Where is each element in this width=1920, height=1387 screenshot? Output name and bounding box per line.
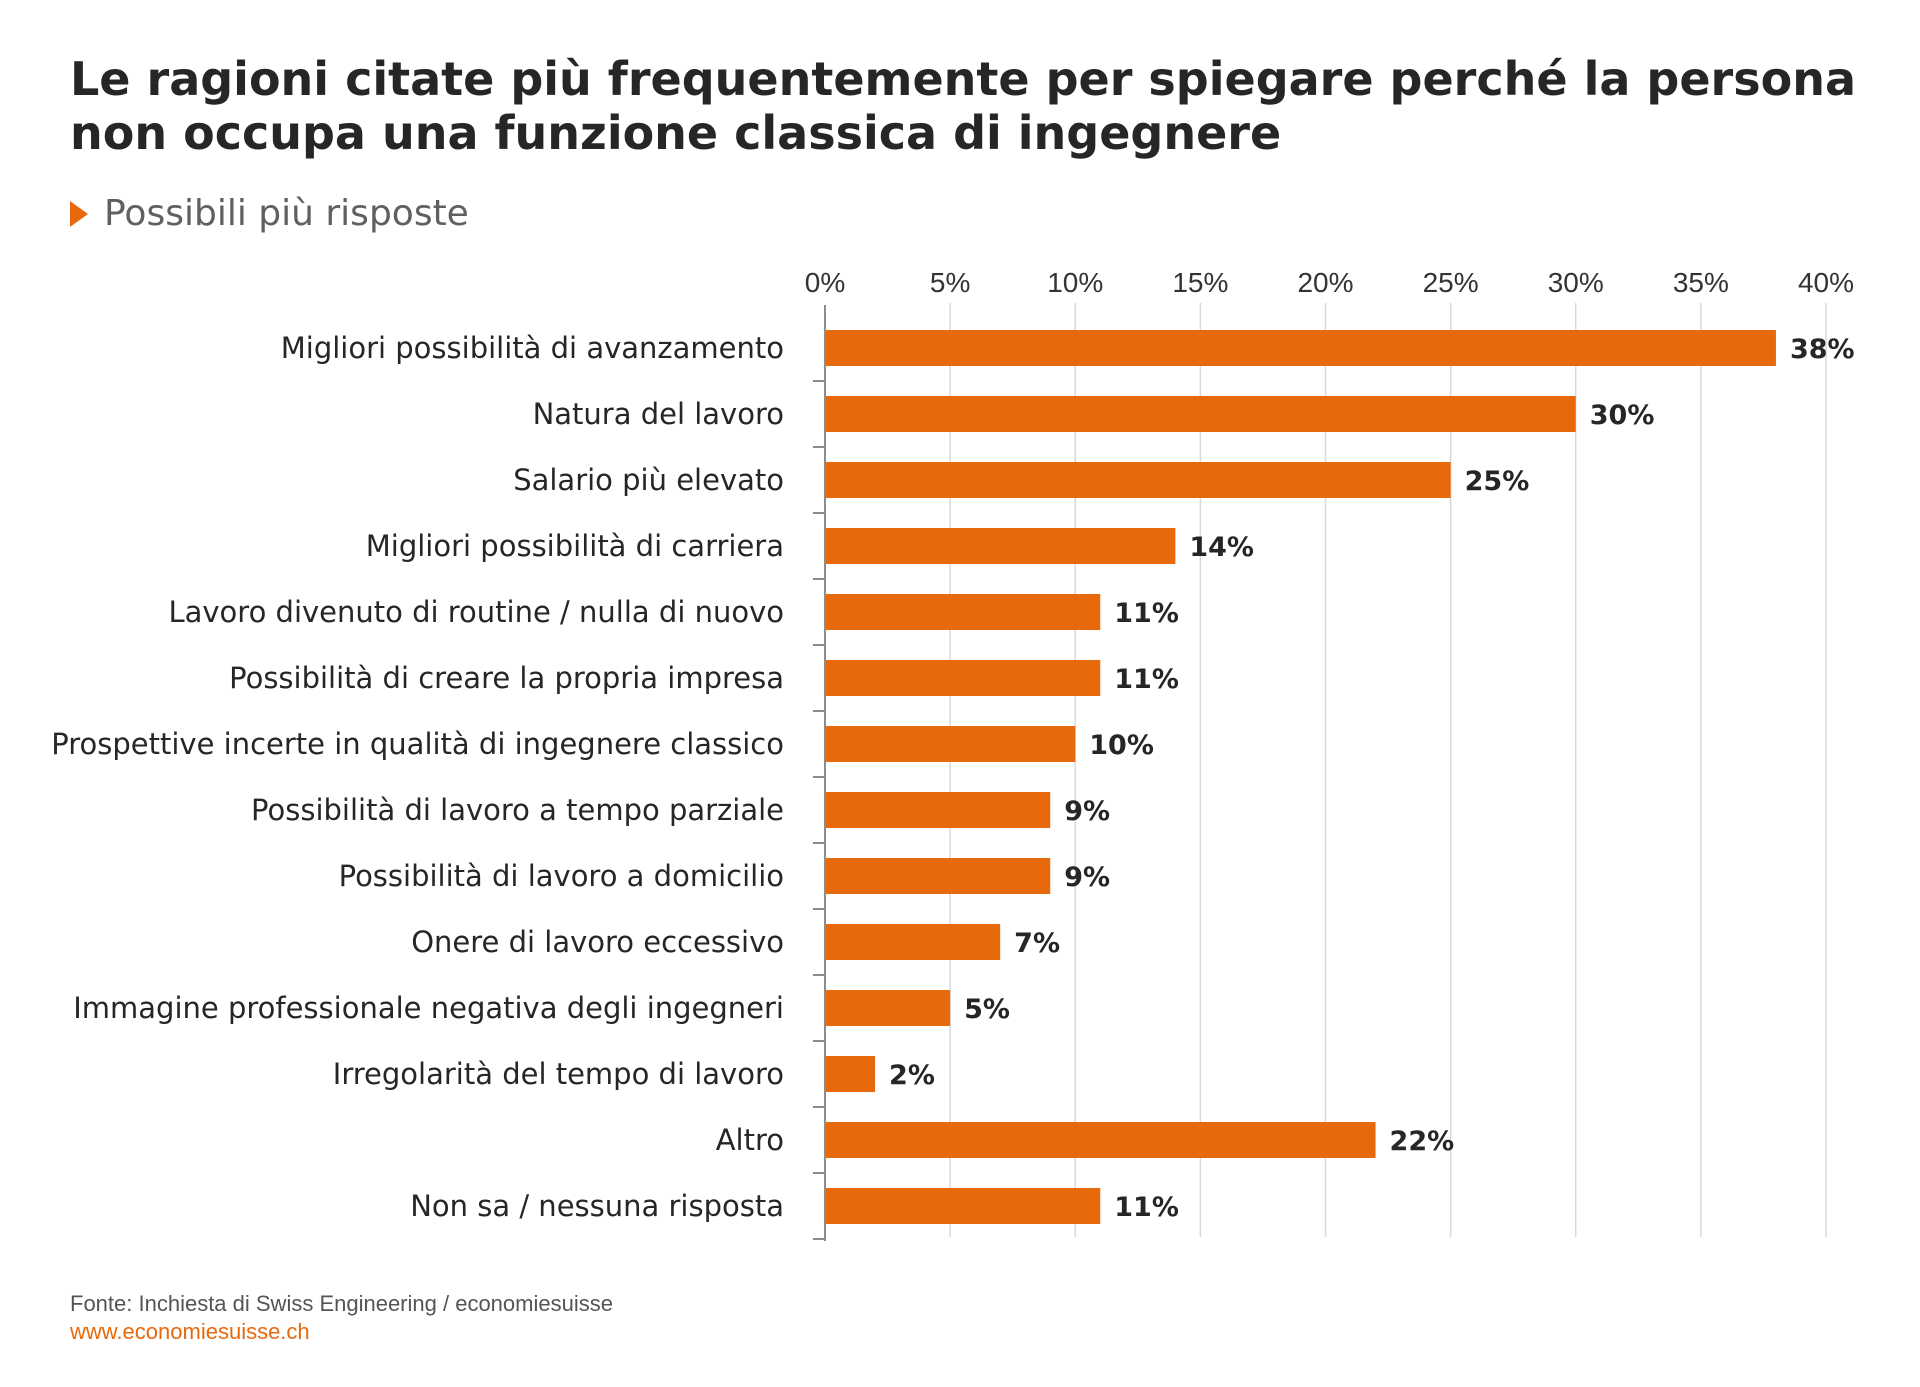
data-label: 10% [1089,730,1154,761]
bar [826,726,1076,762]
subtitle-text: Possibili più risposte [104,193,469,234]
x-tick-label: 25% [1423,267,1479,298]
data-label: 2% [889,1060,935,1091]
category-label: Possibilità di lavoro a tempo parziale [251,793,784,827]
category-label: Migliori possibilità di avanzamento [281,331,784,365]
chart-footer: Fonte: Inchiesta di Swiss Engineering / … [70,1290,613,1346]
x-tick-label: 5% [930,267,970,298]
bar [826,462,1451,498]
category-label: Onere di lavoro eccessivo [411,925,784,959]
category-label: Migliori possibilità di carriera [366,529,784,563]
bar [826,660,1101,696]
data-label: 30% [1590,400,1655,431]
category-label: Non sa / nessuna risposta [410,1189,784,1223]
data-label: 38% [1790,334,1855,365]
data-label: 7% [1014,928,1060,959]
data-label: 25% [1465,466,1530,497]
x-tick-label: 35% [1673,267,1729,298]
x-tick-label: 10% [1047,267,1103,298]
bar [826,1188,1101,1224]
category-label: Prospettive incerte in qualità di ingegn… [51,727,784,761]
data-label: 14% [1189,532,1254,563]
triangle-arrow-icon [70,200,88,227]
bar [826,594,1101,630]
x-tick-label: 20% [1297,267,1353,298]
source-url[interactable]: www.economiesuisse.ch [70,1319,310,1344]
bar [826,990,951,1026]
x-tick-label: 15% [1172,267,1228,298]
bar [826,528,1176,564]
category-label: Altro [716,1123,784,1157]
chart-title: Le ragioni citate più frequentemente per… [70,52,1857,160]
bar [826,792,1051,828]
data-label: 5% [964,994,1010,1025]
data-label: 11% [1114,1192,1179,1223]
x-tick-label: 0% [805,267,845,298]
bar [826,1056,876,1092]
category-label: Immagine professionale negativa degli in… [73,991,784,1025]
data-label: 9% [1064,796,1110,827]
category-label: Possibilità di creare la propria impresa [229,661,784,695]
bar [826,330,1776,366]
x-tick-label: 30% [1548,267,1604,298]
bar [826,396,1576,432]
data-label: 22% [1390,1126,1455,1157]
chart-subtitle: Possibili più risposte [70,193,469,234]
data-label: 11% [1114,598,1179,629]
bar [826,924,1001,960]
category-label: Salario più elevato [513,463,784,497]
data-label: 9% [1064,862,1110,893]
category-label: Irregolarità del tempo di lavoro [333,1057,784,1091]
source-note: Fonte: Inchiesta di Swiss Engineering / … [70,1291,613,1316]
data-label: 11% [1114,664,1179,695]
bar [826,858,1051,894]
category-label: Natura del lavoro [533,397,784,431]
category-label: Lavoro divenuto di routine / nulla di nu… [168,595,784,629]
x-tick-label: 40% [1798,267,1854,298]
bar [826,1122,1376,1158]
category-label: Possibilità di lavoro a domicilio [339,859,784,893]
